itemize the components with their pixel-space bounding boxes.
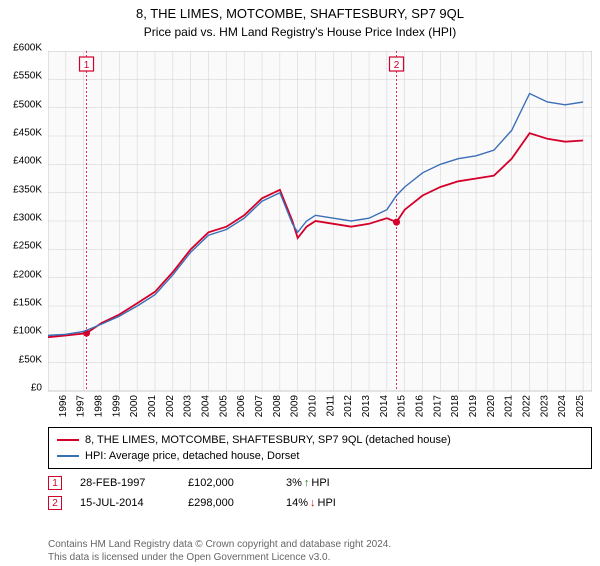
svg-text:1: 1: [84, 60, 90, 71]
svg-text:2019: 2019: [468, 395, 479, 418]
svg-text:2017: 2017: [432, 395, 443, 418]
event-row: 1 28-FEB-1997 £102,000 3% ↑ HPI: [48, 473, 592, 493]
legend-row-hpi: HPI: Average price, detached house, Dors…: [57, 448, 583, 464]
svg-text:1998: 1998: [94, 395, 105, 418]
svg-text:1997: 1997: [76, 395, 87, 418]
svg-text:1996: 1996: [58, 395, 69, 418]
event-price: £298,000: [188, 497, 268, 509]
svg-text:2020: 2020: [486, 395, 497, 418]
svg-text:2001: 2001: [147, 395, 158, 418]
svg-text:2025: 2025: [575, 395, 586, 418]
event-marker-icon: 1: [48, 476, 62, 490]
svg-text:2011: 2011: [325, 395, 336, 417]
svg-text:2003: 2003: [183, 395, 194, 418]
event-date: 15-JUL-2014: [80, 497, 170, 509]
legend-label-hpi: HPI: Average price, detached house, Dors…: [85, 450, 299, 462]
svg-text:2000: 2000: [129, 395, 140, 418]
footer: Contains HM Land Registry data © Crown c…: [48, 538, 592, 564]
footer-line-1: Contains HM Land Registry data © Crown c…: [48, 538, 592, 551]
svg-text:2002: 2002: [165, 395, 176, 418]
svg-text:2004: 2004: [201, 395, 212, 418]
svg-text:2009: 2009: [290, 395, 301, 418]
svg-text:2007: 2007: [254, 395, 265, 418]
svg-text:2012: 2012: [343, 395, 354, 418]
svg-text:2010: 2010: [308, 395, 319, 418]
legend-swatch-property: [57, 439, 79, 441]
svg-text:2024: 2024: [557, 395, 568, 418]
event-pct: 14% ↓ HPI: [286, 497, 336, 509]
svg-text:1999: 1999: [111, 395, 122, 418]
chart-svg: 1995 1996 1997 1998 1999 2000 2001 2002 2003 2004…: [48, 51, 592, 421]
svg-text:2021: 2021: [504, 395, 515, 418]
chart-container: 8, THE LIMES, MOTCOMBE, SHAFTESBURY, SP7…: [0, 6, 600, 566]
event-pct: 3% ↑ HPI: [286, 477, 330, 489]
svg-text:2014: 2014: [379, 395, 390, 418]
chart-title: 8, THE LIMES, MOTCOMBE, SHAFTESBURY, SP7…: [0, 6, 600, 21]
svg-text:2008: 2008: [272, 395, 283, 418]
y-axis-labels: £0£50K£100K£150K£200K£250K£300K£350K£400…: [0, 48, 46, 418]
events-table: 1 28-FEB-1997 £102,000 3% ↑ HPI 2 15-JUL-2014…: [48, 473, 592, 513]
chart-subtitle: Price paid vs. HM Land Registry's House …: [0, 25, 600, 39]
footer-line-2: This data is licensed under the Open Gov…: [48, 551, 592, 564]
svg-text:2016: 2016: [415, 395, 426, 418]
svg-text:2018: 2018: [450, 395, 461, 418]
legend: 8, THE LIMES, MOTCOMBE, SHAFTESBURY, SP7…: [48, 427, 592, 469]
legend-label-property: 8, THE LIMES, MOTCOMBE, SHAFTESBURY, SP7…: [85, 434, 451, 446]
event-row: 2 15-JUL-2014 £298,000 14% ↓ HPI: [48, 493, 592, 513]
event-marker-icon: 2: [48, 496, 62, 510]
svg-text:2: 2: [394, 60, 400, 71]
event-price: £102,000: [188, 477, 268, 489]
legend-row-property: 8, THE LIMES, MOTCOMBE, SHAFTESBURY, SP7…: [57, 432, 583, 448]
svg-text:1995: 1995: [48, 395, 51, 418]
legend-swatch-hpi: [57, 455, 79, 457]
svg-text:2006: 2006: [236, 395, 247, 418]
svg-text:2022: 2022: [522, 395, 533, 418]
svg-text:2023: 2023: [539, 395, 550, 418]
svg-text:2015: 2015: [397, 395, 408, 418]
svg-text:2013: 2013: [361, 395, 372, 418]
chart-area: 1995 1996 1997 1998 1999 2000 2001 2002 2003 2004…: [48, 51, 592, 421]
svg-text:2005: 2005: [218, 395, 229, 418]
event-date: 28-FEB-1997: [80, 477, 170, 489]
